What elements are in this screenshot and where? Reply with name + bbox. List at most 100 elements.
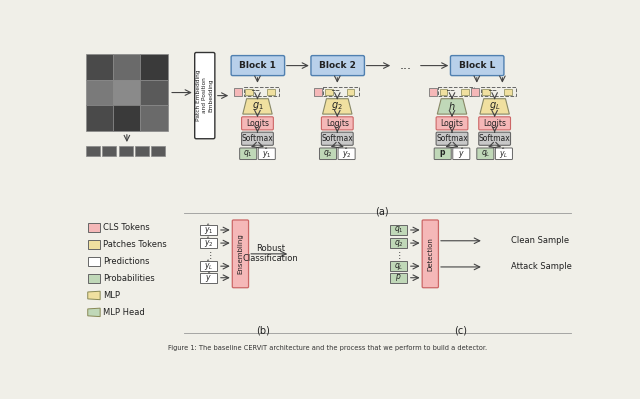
Text: $\vdots$: $\vdots$ bbox=[205, 250, 212, 261]
Text: Probabilities: Probabilities bbox=[103, 274, 155, 283]
Text: Robust: Robust bbox=[256, 244, 285, 253]
Bar bbox=[140, 54, 168, 80]
Text: $q_1$: $q_1$ bbox=[243, 148, 253, 159]
Text: $q_1$: $q_1$ bbox=[394, 225, 403, 235]
Bar bbox=[245, 89, 253, 95]
Text: $\hat{y}_L$: $\hat{y}_L$ bbox=[499, 146, 509, 161]
Text: Detection: Detection bbox=[428, 237, 433, 271]
FancyBboxPatch shape bbox=[195, 53, 215, 139]
FancyBboxPatch shape bbox=[451, 55, 504, 75]
Bar bbox=[200, 273, 217, 283]
FancyBboxPatch shape bbox=[436, 117, 468, 130]
Bar bbox=[86, 80, 113, 105]
Bar bbox=[504, 89, 511, 95]
FancyBboxPatch shape bbox=[479, 117, 511, 130]
Bar bbox=[140, 80, 168, 105]
Text: Softmax: Softmax bbox=[436, 134, 468, 143]
Bar bbox=[113, 80, 140, 105]
Bar bbox=[86, 146, 100, 156]
Text: $q_L$: $q_L$ bbox=[394, 261, 403, 272]
Text: Attack Sample: Attack Sample bbox=[511, 263, 572, 271]
Bar bbox=[88, 240, 100, 249]
Text: Ensembling: Ensembling bbox=[237, 233, 243, 274]
Bar bbox=[323, 87, 359, 97]
Bar bbox=[200, 238, 217, 248]
Bar bbox=[86, 54, 113, 80]
Text: ─ ─: ─ ─ bbox=[488, 89, 497, 94]
Text: $\hat{y}_L$: $\hat{y}_L$ bbox=[204, 259, 213, 273]
Bar bbox=[482, 89, 490, 95]
Polygon shape bbox=[243, 99, 272, 114]
Polygon shape bbox=[88, 291, 100, 300]
Polygon shape bbox=[88, 308, 100, 317]
FancyBboxPatch shape bbox=[319, 148, 337, 160]
Text: Block 2: Block 2 bbox=[319, 61, 356, 70]
Text: Patches Tokens: Patches Tokens bbox=[103, 240, 167, 249]
Text: Block 1: Block 1 bbox=[239, 61, 276, 70]
Bar bbox=[472, 88, 479, 96]
Bar bbox=[390, 273, 407, 283]
Text: ...: ... bbox=[399, 59, 412, 72]
FancyBboxPatch shape bbox=[338, 148, 355, 160]
Text: $\hat{y}_1$: $\hat{y}_1$ bbox=[262, 146, 271, 161]
FancyBboxPatch shape bbox=[259, 148, 275, 160]
Bar bbox=[151, 146, 165, 156]
FancyBboxPatch shape bbox=[232, 220, 248, 288]
Bar bbox=[438, 87, 474, 97]
Bar bbox=[88, 257, 100, 266]
Text: $\hat{y}$: $\hat{y}$ bbox=[205, 271, 212, 285]
Bar bbox=[234, 88, 242, 96]
Text: MLP Head: MLP Head bbox=[103, 308, 145, 317]
Bar bbox=[390, 261, 407, 271]
Text: $g_L$: $g_L$ bbox=[489, 101, 500, 113]
Text: Clean Sample: Clean Sample bbox=[511, 236, 569, 245]
Text: $p$: $p$ bbox=[396, 272, 402, 283]
Text: Softmax: Softmax bbox=[479, 134, 511, 143]
Bar bbox=[140, 105, 168, 131]
Bar bbox=[390, 238, 407, 248]
Text: Logits: Logits bbox=[246, 119, 269, 128]
Text: Figure 1: The baseline CERViT architecture and the process that we perform to bu: Figure 1: The baseline CERViT architectu… bbox=[168, 345, 488, 351]
Text: $\hat{y}_2$: $\hat{y}_2$ bbox=[342, 146, 351, 161]
Bar bbox=[244, 87, 279, 97]
Bar bbox=[113, 54, 140, 80]
Bar bbox=[267, 89, 275, 95]
FancyBboxPatch shape bbox=[479, 132, 511, 145]
Text: $\hat{y}_1$: $\hat{y}_1$ bbox=[204, 223, 214, 237]
FancyBboxPatch shape bbox=[436, 132, 468, 145]
Bar bbox=[86, 105, 113, 131]
Bar bbox=[347, 89, 355, 95]
Polygon shape bbox=[323, 99, 352, 114]
Text: $q_2$: $q_2$ bbox=[323, 148, 333, 159]
Text: Softmax: Softmax bbox=[242, 134, 273, 143]
Text: (c): (c) bbox=[454, 326, 467, 336]
Text: Logits: Logits bbox=[326, 119, 349, 128]
Text: $\mathbf{p}$: $\mathbf{p}$ bbox=[439, 148, 446, 159]
Bar bbox=[88, 223, 100, 232]
Text: (a): (a) bbox=[376, 207, 389, 217]
FancyBboxPatch shape bbox=[452, 148, 470, 160]
Bar bbox=[88, 274, 100, 283]
Text: ─ ─: ─ ─ bbox=[445, 89, 454, 94]
Text: CLS Tokens: CLS Tokens bbox=[103, 223, 150, 232]
Text: $\hat{y}$: $\hat{y}$ bbox=[458, 146, 465, 161]
Text: (b): (b) bbox=[256, 326, 270, 336]
FancyBboxPatch shape bbox=[241, 117, 273, 130]
FancyBboxPatch shape bbox=[321, 132, 353, 145]
FancyBboxPatch shape bbox=[422, 220, 438, 288]
Text: Block L: Block L bbox=[459, 61, 495, 70]
Bar bbox=[325, 89, 333, 95]
Bar bbox=[119, 146, 132, 156]
Bar bbox=[461, 89, 469, 95]
Bar bbox=[314, 88, 322, 96]
Text: ─ ─: ─ ─ bbox=[331, 89, 339, 94]
FancyBboxPatch shape bbox=[231, 55, 285, 75]
Text: Patch Embedding
and Position
Embedding: Patch Embedding and Position Embedding bbox=[196, 70, 213, 121]
Text: Softmax: Softmax bbox=[321, 134, 353, 143]
Bar bbox=[135, 146, 149, 156]
Text: MLP: MLP bbox=[103, 291, 120, 300]
Bar bbox=[390, 225, 407, 235]
Text: Predictions: Predictions bbox=[103, 257, 150, 266]
Text: $q_L$: $q_L$ bbox=[481, 148, 490, 159]
Text: $\hat{y}_2$: $\hat{y}_2$ bbox=[204, 236, 214, 250]
